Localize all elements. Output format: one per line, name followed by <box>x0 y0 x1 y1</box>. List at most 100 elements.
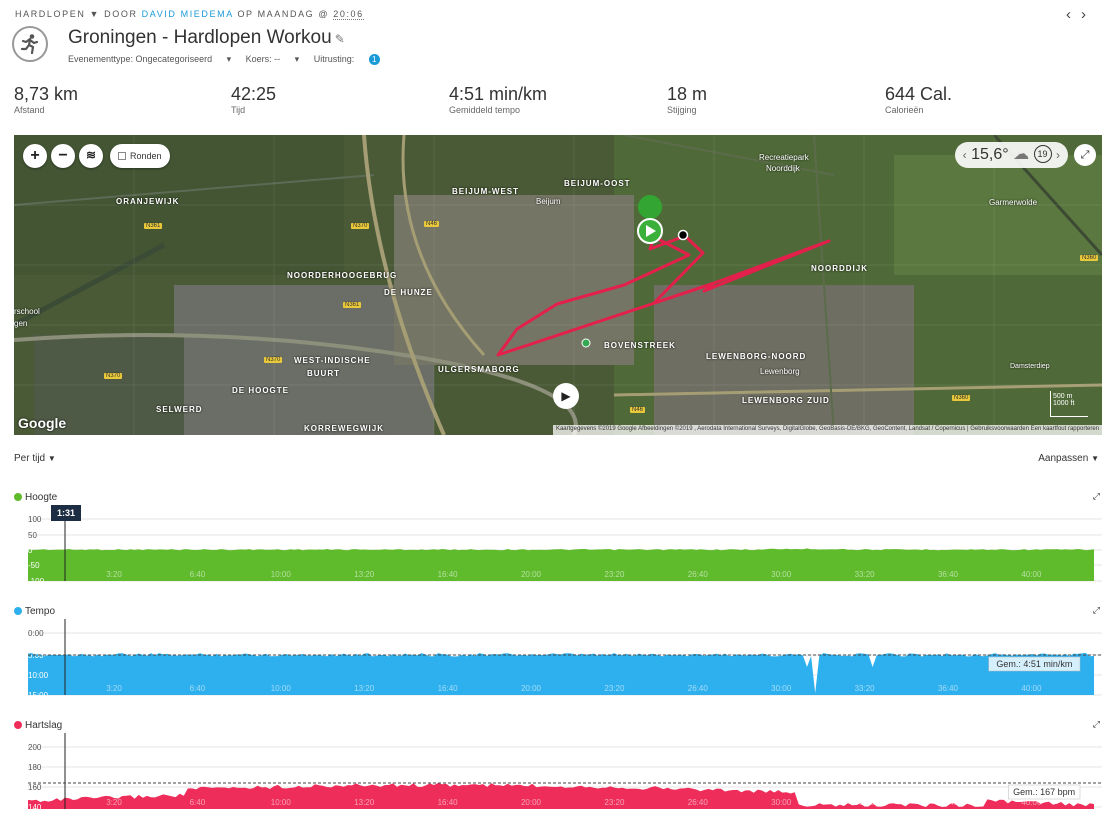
y-tick-label: -100 <box>28 577 45 586</box>
author-link[interactable]: DAVID MIEDEMA <box>141 9 234 19</box>
chart-heartrate-plot[interactable]: 200 180 160 140 3:20 6:40 10:00 13:20 16:40 20:00… <box>14 733 1102 825</box>
chart-elevation-plot[interactable]: 100 50 0 -50 -100 3:20 6:40 10:00 13:20 16:40 20:0… <box>14 505 1102 597</box>
x-tick-label: 23:20 <box>604 570 625 579</box>
x-tick-label: 36:40 <box>938 798 959 807</box>
previous-activity-icon[interactable]: ‹ <box>1066 6 1081 23</box>
series-dot <box>14 721 22 729</box>
stat-pace: 4:51 min/km Gemiddeld tempo <box>449 84 547 115</box>
activity-time[interactable]: 20:06 <box>333 9 364 20</box>
course-label: Koers: -- <box>245 54 281 64</box>
x-tick-label: 33:20 <box>855 684 876 693</box>
y-tick-label: 15:00 <box>28 691 49 700</box>
chart-heartrate[interactable]: Hartslag ⤢ 200 180 160 140 3:20 6:40 10:00 13:2… <box>14 719 1102 825</box>
expand-icon[interactable]: ⤢ <box>1092 719 1100 729</box>
activity-type-dropdown[interactable]: HARDLOPEN <box>15 9 86 19</box>
stat-elevation-label: Stijging <box>667 105 697 115</box>
customize-dropdown[interactable]: Aanpassen ▼ <box>1038 453 1099 464</box>
x-tick-label: 20:00 <box>521 684 542 693</box>
x-tick-label: 6:40 <box>190 798 206 807</box>
fullscreen-icon[interactable]: ⤢ <box>1074 144 1096 166</box>
chart-pace-label: Tempo <box>25 606 56 617</box>
edit-pencil-icon[interactable]: ✎ <box>334 32 345 46</box>
x-tick-label: 20:00 <box>521 570 542 579</box>
x-tick-label: 33:20 <box>855 798 876 807</box>
breadcrumb: HARDLOPEN ▼ DOOR DAVID MIEDEMA OP MAANDA… <box>15 9 364 20</box>
stat-elevation-value: 18 m <box>667 84 708 104</box>
play-replay-button[interactable]: ▶ <box>553 383 579 409</box>
x-tick-label: 13:20 <box>354 684 375 693</box>
chart-pace[interactable]: Tempo ⤢ 0:00 5:00 10:00 15:00 3:20 6:40 10:00 1… <box>14 605 1102 711</box>
chevron-right-icon[interactable]: › <box>1056 148 1060 162</box>
x-tick-label: 20:00 <box>521 798 542 807</box>
y-tick-label: 0:00 <box>28 629 44 638</box>
place-label: ORANJEWIJK <box>116 197 180 206</box>
pager: ‹› <box>1066 6 1096 23</box>
x-tick-label: 3:20 <box>106 684 122 693</box>
chart-elevation[interactable]: Hoogte ⤢ 100 50 0 -50 -100 3:20 6:40 10:00 13:20… <box>14 491 1102 597</box>
place-label: LEWENBORG-NOORD <box>706 352 807 361</box>
place-label: gen <box>14 319 28 328</box>
place-label: BEIJUM-WEST <box>452 187 519 196</box>
map-scale: 500 m 1000 ft <box>1050 391 1088 417</box>
x-tick-label: 26:40 <box>688 684 709 693</box>
cloud-icon: ☁ <box>1013 146 1030 163</box>
google-logo: Google <box>18 415 67 431</box>
course-dropdown[interactable]: Koers: -- ▾ <box>245 54 300 64</box>
activity-title[interactable]: Groningen - Hardlopen Workou ✎ <box>68 27 345 49</box>
x-tick-label: 13:20 <box>354 798 375 807</box>
stat-calories-label: Calorieën <box>885 105 924 115</box>
chevron-left-icon[interactable]: ‹ <box>962 148 967 162</box>
wind-badge: 19 <box>1033 145 1052 163</box>
place-label: Recreatiepark <box>759 153 809 162</box>
laps-checkbox[interactable] <box>118 152 126 160</box>
layers-icon[interactable]: ≋ <box>79 144 103 168</box>
x-tick-label: 30:00 <box>771 570 792 579</box>
chart-pace-plot[interactable]: 0:00 5:00 10:00 15:00 3:20 6:40 10:00 13:20 16:4… <box>14 619 1102 711</box>
y-tick-label: 10:00 <box>28 671 49 680</box>
chevron-down-icon: ▼ <box>1091 454 1099 463</box>
chart-elevation-label: Hoogte <box>25 492 58 503</box>
place-label: BEIJUM-OOST <box>564 179 631 188</box>
activity-title-text: Groningen - Hardlopen Workou <box>68 27 332 48</box>
place-label: NOORDDIJK <box>811 264 869 273</box>
road-shield: N370 <box>264 357 283 363</box>
series-area <box>28 783 1094 809</box>
weather-widget[interactable]: ‹ 15,6° ☁ 19 › <box>954 142 1068 168</box>
route-map[interactable]: ORANJEWIJK BEIJUM-WEST BEIJUM-OOST NOORD… <box>14 135 1102 435</box>
equipment-text: Uitrusting: <box>313 54 355 64</box>
time-mode-dropdown[interactable]: Per tijd ▼ <box>14 453 56 464</box>
x-tick-label: 40:00 <box>1021 798 1042 807</box>
road-shield: N360 <box>952 395 971 401</box>
place-label: DE HUNZE <box>384 288 433 297</box>
y-tick-label: 180 <box>28 763 42 772</box>
place-label: NOORDERHOOGEBRUG <box>287 271 398 280</box>
next-activity-icon[interactable]: › <box>1081 6 1096 23</box>
place-label: Noorddijk <box>766 164 800 173</box>
zoom-out-button[interactable]: − <box>51 144 75 168</box>
equipment-label: Uitrusting: 1 <box>313 54 392 65</box>
road-shield: N360 <box>1080 255 1099 261</box>
stat-time-value: 42:25 <box>231 84 277 104</box>
map-attribution[interactable]: Kaartgegevens ©2019 Google Afbeeldingen … <box>552 425 1102 435</box>
stat-distance: 8,73 km Afstand <box>14 84 78 115</box>
chart-heartrate-label: Hartslag <box>25 720 63 731</box>
route-line <box>496 234 831 357</box>
place-label: WEST-INDISCHE <box>294 356 371 365</box>
by-label: DOOR <box>104 9 138 19</box>
x-tick-label: 10:00 <box>271 570 292 579</box>
event-type-label: Evenementtype: Ongecategoriseerd <box>68 54 213 64</box>
y-tick-label: 50 <box>28 531 37 540</box>
event-type-dropdown[interactable]: Evenementtype: Ongecategoriseerd ▾ <box>68 54 232 64</box>
place-label: BOVENSTREEK <box>604 341 676 350</box>
expand-icon[interactable]: ⤢ <box>1092 605 1100 615</box>
laps-toggle[interactable]: Ronden <box>110 144 170 168</box>
zoom-in-button[interactable]: + <box>23 144 47 168</box>
chevron-down-icon: ▼ <box>47 454 56 463</box>
chevron-down-icon[interactable]: ▼ <box>89 9 101 19</box>
equipment-count-badge[interactable]: 1 <box>368 54 380 65</box>
x-tick-label: 3:20 <box>106 570 122 579</box>
average-badge <box>1008 784 1081 800</box>
x-tick-label: 10:00 <box>271 798 292 807</box>
expand-icon[interactable]: ⤢ <box>1092 491 1100 501</box>
place-label: BUURT <box>307 369 340 378</box>
